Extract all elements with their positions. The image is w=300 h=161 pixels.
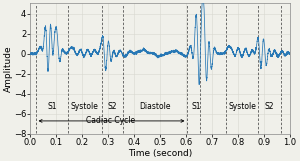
Text: S1: S1 xyxy=(191,102,201,111)
Text: S2: S2 xyxy=(265,102,274,111)
Text: Diastole: Diastole xyxy=(139,102,171,111)
Text: Cadiac Cycle: Cadiac Cycle xyxy=(86,116,135,125)
Text: S2: S2 xyxy=(107,102,117,111)
Y-axis label: Amplitude: Amplitude xyxy=(4,45,13,92)
X-axis label: Time (second): Time (second) xyxy=(128,149,192,157)
Text: Systole: Systole xyxy=(228,102,256,111)
Text: Systole: Systole xyxy=(71,102,99,111)
Text: S1: S1 xyxy=(47,102,57,111)
